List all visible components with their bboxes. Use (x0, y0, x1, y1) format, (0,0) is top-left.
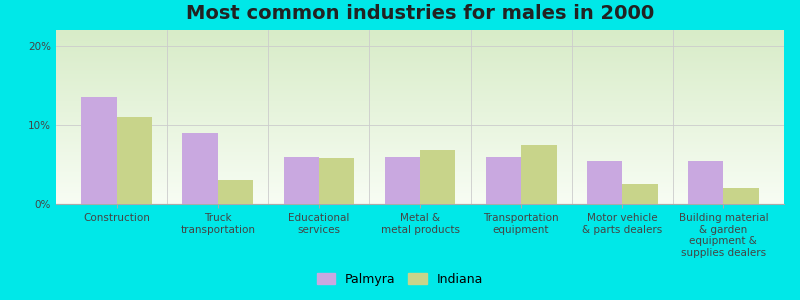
Bar (82, 97, 117, 204)
Bar (117, 117, 152, 204)
Bar (420, 150, 455, 204)
Bar (622, 184, 658, 204)
Bar (723, 188, 758, 204)
Bar (218, 180, 253, 204)
Bar (486, 157, 521, 204)
Bar (182, 133, 218, 204)
Legend: Palmyra, Indiana: Palmyra, Indiana (311, 268, 489, 291)
Title: Most common industries for males in 2000: Most common industries for males in 2000 (186, 4, 654, 23)
Bar (587, 160, 622, 204)
Bar (688, 160, 723, 204)
Bar (385, 157, 420, 204)
Bar (283, 157, 319, 204)
Bar (521, 145, 557, 204)
Bar (319, 158, 354, 204)
